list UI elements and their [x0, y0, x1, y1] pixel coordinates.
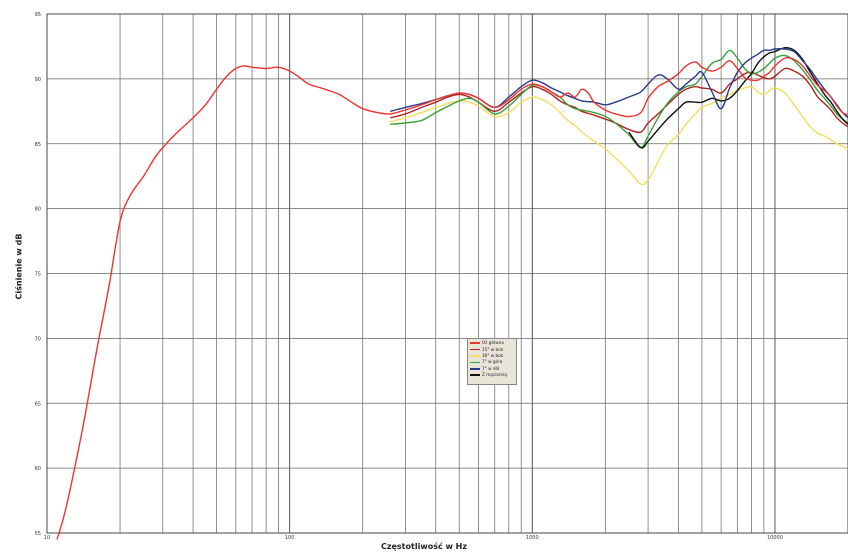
legend-label: Oś główna — [482, 340, 504, 346]
legend-label: 30° w bok — [482, 352, 504, 358]
legend-swatch — [470, 367, 480, 370]
x-tick-label: 1000 — [526, 535, 539, 541]
legend-label: 7° w dół — [482, 365, 500, 371]
y-tick-label: 80 — [35, 207, 41, 213]
legend: Oś główna 15° w bok 30° w bok 7° w górę 7° w… — [467, 338, 517, 385]
y-tick-label: 60 — [35, 466, 41, 472]
legend-swatch — [470, 342, 480, 344]
legend-item: Oś główna — [470, 340, 514, 346]
x-tick-label: 10000 — [767, 535, 783, 541]
legend-label: 15° w bok — [482, 346, 504, 352]
grid — [46, 13, 848, 534]
y-tick-label: 75 — [35, 272, 41, 278]
y-tick-label: 70 — [35, 336, 41, 342]
legend-swatch — [470, 361, 480, 364]
y-tick-label: 85 — [35, 142, 41, 148]
legend-swatch — [470, 374, 480, 376]
legend-item: 7° w górę — [470, 359, 514, 365]
y-tick-label: 95 — [35, 12, 41, 18]
tick-labels: 55 60 65 70 75 80 85 90 95 10 100 1000 10000 — [35, 12, 783, 541]
y-tick-label: 65 — [35, 401, 41, 407]
series-line — [390, 85, 848, 186]
y-axis-label: Ciśnienie w dB — [14, 233, 24, 300]
x-axis-label: Częstotliwość w Hz — [380, 542, 468, 551]
legend-swatch — [470, 355, 480, 357]
x-tick-label: 10 — [44, 535, 50, 541]
y-tick-label: 90 — [35, 77, 41, 83]
series-lines — [56, 46, 848, 540]
y-tick-label: 55 — [35, 531, 41, 537]
legend-item: 15° w bok — [470, 346, 514, 352]
plot-frame — [46, 13, 848, 534]
series-line — [390, 49, 848, 149]
series-line — [628, 46, 848, 149]
legend-label: Z mąciarnią — [482, 372, 507, 378]
legend-label: 7° w górę — [482, 359, 503, 365]
legend-item: 30° w bok — [470, 353, 514, 359]
series-line — [56, 56, 848, 540]
legend-item: 7° w dół — [470, 366, 514, 372]
x-tick-label: 100 — [285, 535, 295, 541]
legend-item: Z mąciarnią — [470, 372, 514, 378]
legend-swatch — [470, 348, 480, 351]
